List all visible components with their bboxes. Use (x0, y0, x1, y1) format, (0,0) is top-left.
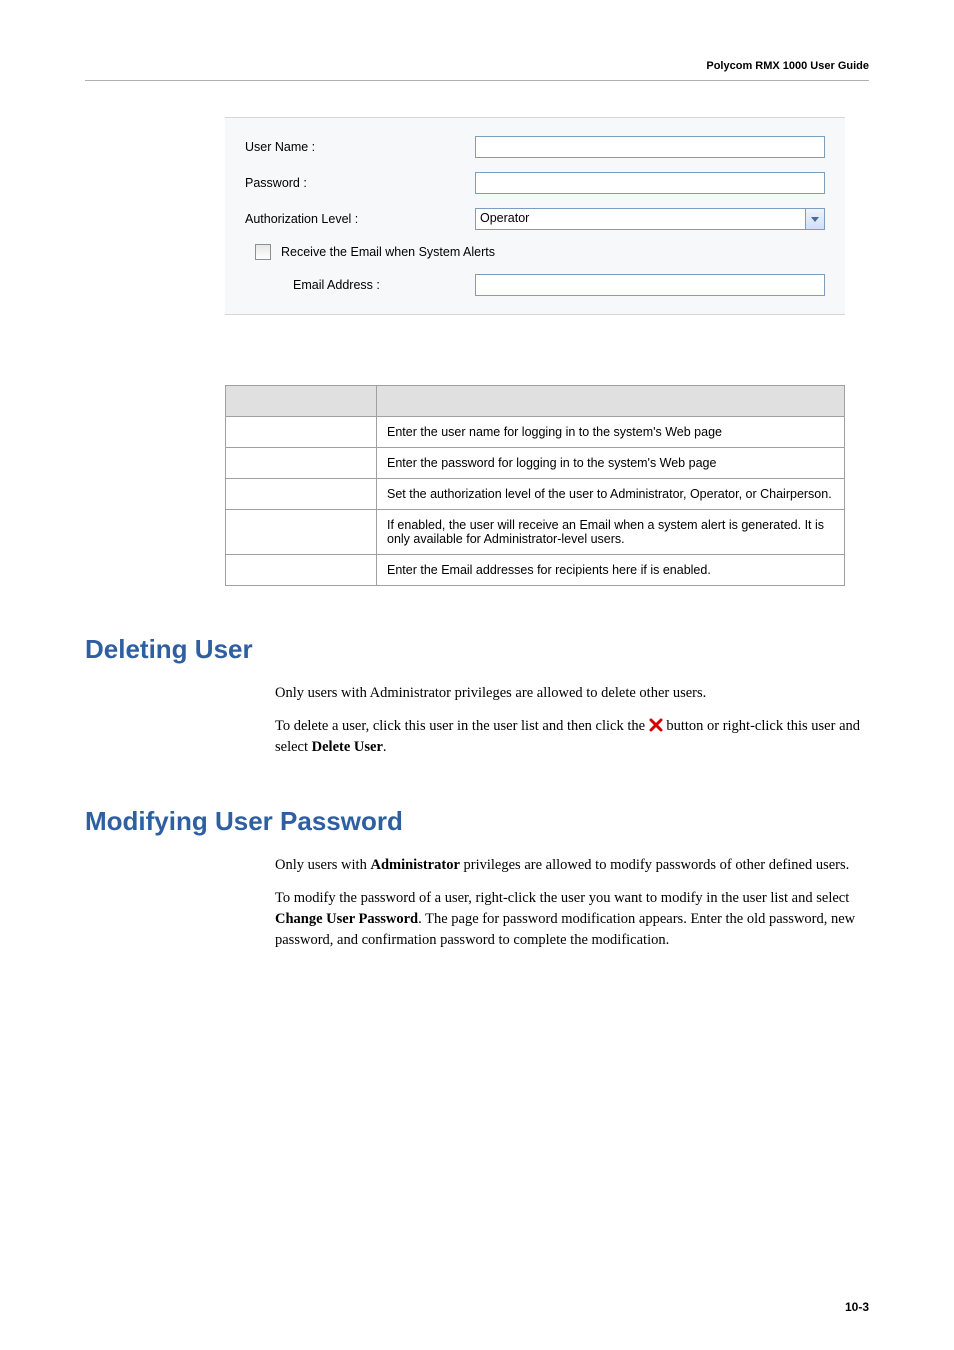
table-cell: If enabled, the user will receive an Ema… (377, 510, 845, 555)
system-alerts-label: Receive the Email when System Alerts (281, 245, 495, 259)
header-title: Polycom RMX 1000 User Guide (85, 60, 869, 80)
table-cell: Set the authorization level of the user … (377, 479, 845, 510)
table-cell: Enter the Email addresses for recipients… (377, 555, 845, 586)
password-input[interactable] (475, 172, 825, 194)
body-paragraph: Only users with Administrator privileges… (275, 683, 869, 704)
table-cell-text: is enabled. (650, 563, 710, 577)
auth-level-value: Operator (475, 208, 805, 230)
auth-level-label: Authorization Level : (245, 212, 475, 226)
body-text-bold: Administrator (370, 857, 459, 873)
email-address-input[interactable] (475, 274, 825, 296)
table-cell-text: Enter the Email addresses for recipients… (387, 563, 647, 577)
body-text-bold: Change User Password (275, 911, 418, 927)
body-text-span: To delete a user, click this user in the… (275, 718, 649, 734)
body-text-span: . (383, 739, 387, 755)
table-row: Enter the Email addresses for recipients… (226, 555, 845, 586)
body-paragraph: To delete a user, click this user in the… (275, 716, 869, 758)
body-text-span: privileges are allowed to modify passwor… (460, 857, 849, 873)
body-text-span: To modify the password of a user, right-… (275, 890, 849, 906)
user-name-input[interactable] (475, 136, 825, 158)
email-address-label: Email Address : (245, 278, 475, 292)
delete-x-icon (649, 718, 663, 732)
body-text-bold: Delete User (312, 739, 383, 755)
table-row: Set the authorization level of the user … (226, 479, 845, 510)
body-paragraph: Only users with Administrator privileges… (275, 855, 869, 876)
chevron-down-icon[interactable] (805, 208, 825, 230)
modifying-password-heading: Modifying User Password (85, 806, 869, 837)
body-paragraph: To modify the password of a user, right-… (275, 888, 869, 951)
table-header-col1 (226, 386, 377, 417)
header-rule (85, 80, 869, 81)
password-label: Password : (245, 176, 475, 190)
table-header-col2 (377, 386, 845, 417)
system-alerts-checkbox[interactable] (255, 244, 271, 260)
table-cell: Enter the password for logging in to the… (377, 448, 845, 479)
auth-level-select[interactable]: Operator (475, 208, 825, 230)
user-form-panel: User Name : Password : Authorization Lev… (225, 117, 845, 315)
table-row: If enabled, the user will receive an Ema… (226, 510, 845, 555)
table-row: Enter the password for logging in to the… (226, 448, 845, 479)
body-text-span: Only users with (275, 857, 370, 873)
field-description-table: Enter the user name for logging in to th… (225, 385, 845, 586)
deleting-user-heading: Deleting User (85, 634, 869, 665)
page-number: 10-3 (845, 1300, 869, 1314)
table-row: Enter the user name for logging in to th… (226, 417, 845, 448)
user-name-label: User Name : (245, 140, 475, 154)
table-cell: Enter the user name for logging in to th… (377, 417, 845, 448)
